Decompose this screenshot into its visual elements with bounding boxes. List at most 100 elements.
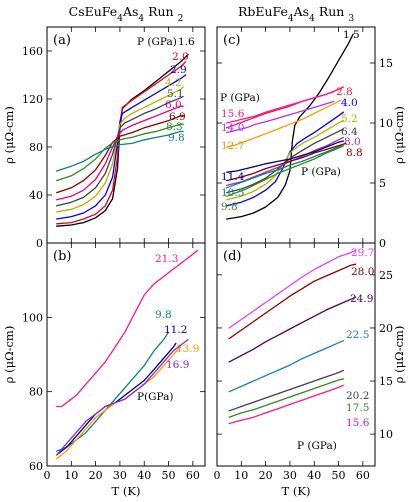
legend-header: P(GPa) [137,391,174,403]
series-label-2.0: 2.0 [172,51,189,63]
series-label-17.5: 17.5 [346,402,369,414]
series-line-10.5 [226,145,345,189]
y-tick-label: 60 [29,460,43,473]
x-tick-label: 60 [186,469,200,482]
x-axis-label: T (K) [282,484,311,498]
series-line-15.6 [226,91,335,124]
legend-header: P (GPa) [220,92,260,104]
x-tick-label: 40 [137,469,151,482]
series-line-9.8 [56,130,184,172]
y-tick-label: 160 [22,45,43,58]
x-tick-label: 20 [89,469,103,482]
series-label-6.9: 6.9 [169,111,186,123]
series-label-6.4: 6.4 [341,126,358,138]
series-label-5.1: 5.1 [167,88,184,100]
x-tick-label: 30 [113,469,127,482]
legend-header-2: P (GPa) [301,166,341,178]
series-line-12.7 [226,99,342,148]
series-label-2.9: 2.9 [170,64,187,76]
y-tick-label: 10 [379,428,393,441]
y-tick-label: 120 [22,93,43,106]
panel-label: (b) [53,249,71,264]
y-tick-label: 20 [379,322,393,335]
series-label-24.9: 24.9 [350,293,373,305]
series-label-21.3: 21.3 [155,253,178,265]
series-label-8.0: 8.0 [344,136,361,148]
series-label-16.9: 16.9 [166,359,189,371]
legend-header: P (GPa) [137,36,177,48]
series-line-11.2 [56,342,177,456]
panel-d: 10 15 20 25 0 10 20 30 40 50 60 (d) ρ (μΩ-cm) T (K) 29… [214,242,406,498]
series-label-14.0: 14.0 [221,122,244,134]
x-tick-label: 30 [283,469,297,482]
series-label-15.6: 15.6 [346,417,370,429]
y-tick-label: 0 [379,237,386,250]
panel-label: (a) [53,33,71,48]
x-tick-label: 50 [332,469,346,482]
series-label-1.5: 1.5 [343,29,360,41]
series-label-13.9: 13.9 [176,343,199,355]
series-line-22.5 [228,340,345,393]
x-tick-label: 50 [162,469,176,482]
series-label-9.8: 9.8 [168,132,185,144]
y-tick-label: 15 [379,375,393,388]
panel-label: (c) [223,33,240,48]
series-line-6.9 [56,115,184,194]
series-label-11.4: 11.4 [221,171,245,183]
series-label-2.8: 2.8 [336,86,353,98]
panel-c: 0 5 10 15 (c) RbEuFe4As4 Run 3 ρ (μΩ-cm) 1.5 2.8… [216,4,406,250]
series-label-20.2: 20.2 [346,390,369,402]
series-line-24.9 [228,296,357,363]
x-tick-label: 0 [44,469,51,482]
series-label-9.8: 9.8 [155,309,172,321]
y-tick-label: 5 [379,177,386,190]
series-line-4.0 [226,111,345,207]
y-tick-label: 80 [29,386,43,399]
series-line-21.3 [56,249,199,408]
plot-frame-b [46,242,206,467]
series-label-5.2: 5.2 [341,113,358,125]
series-line-4.2 [56,86,184,213]
series-line-17.5 [228,378,345,418]
y-tick-label: 100 [22,311,43,324]
series-label-28.0: 28.0 [351,266,374,278]
series-line-8.8 [226,142,347,182]
panel-b: 60 80 100 0 10 20 30 40 50 60 (b) ρ (μΩ-cm) T (K) 21.… [2,242,206,498]
series-label-1.6: 1.6 [178,36,195,48]
y-axis-label: ρ (μΩ-cm) [2,106,16,164]
x-tick-label: 0 [214,469,221,482]
column-title: CsEuFe4As4 Run 2 [69,4,184,24]
series-label-4.0: 4.0 [341,97,358,109]
series-label-10.5: 10.5 [221,187,244,199]
x-tick-label: 10 [64,469,78,482]
y-axis-label: ρ (μΩ-cm) [2,326,16,384]
series-line-28.0 [228,263,357,340]
y-tick-label: 40 [29,189,43,202]
series-line-9.8 [226,145,345,197]
y-tick-label: 25 [379,269,393,282]
series-line-8.3 [56,123,184,182]
series-label-22.5: 22.5 [346,329,369,341]
series-label-8.8: 8.8 [346,147,363,159]
series-label-12.7: 12.7 [221,140,244,152]
x-axis-label: T (K) [112,484,141,498]
y-axis-label: ρ (μΩ-cm) [392,106,406,164]
series-label-6.0: 6.0 [165,99,182,111]
y-tick-label: 0 [36,237,43,250]
series-line-29.7 [228,249,357,329]
panel-label: (d) [223,249,241,264]
y-tick-label: 15 [379,57,393,70]
series-line-20.2 [228,369,345,412]
series-label-8.3: 8.3 [166,121,183,133]
y-tick-label: 10 [379,117,393,130]
series-line-5.1 [56,95,184,207]
series-line-2.9 [56,74,187,220]
series-label-15.6: 15.6 [221,108,245,120]
plot-frame-d [216,242,376,467]
series-line-11.4 [226,140,345,173]
column-title: RbEuFe4As4 Run 3 [238,4,354,24]
series-line-16.9 [56,338,189,456]
panel-a: 0 40 80 120 160 (a) CsEuFe4As4 Run 2 ρ (μΩ-cm) 1… [2,4,206,250]
x-tick-label: 60 [356,469,370,482]
